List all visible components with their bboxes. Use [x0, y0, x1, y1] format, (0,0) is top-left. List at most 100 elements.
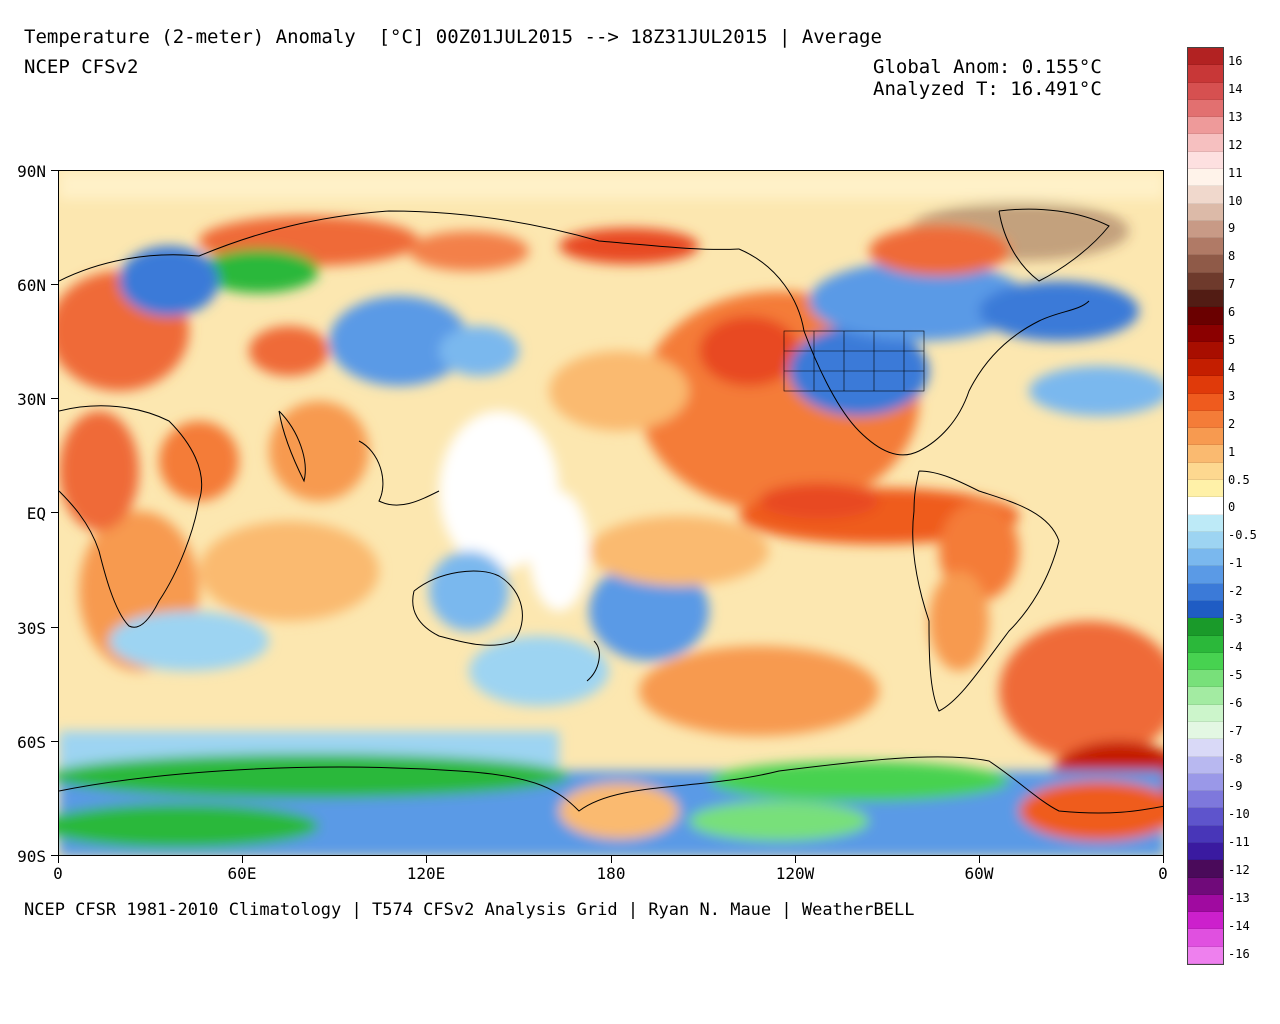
colorbar-swatch [1188, 756, 1223, 774]
colorbar-label: -11 [1228, 835, 1250, 850]
colorbar [1187, 47, 1224, 965]
colorbar-swatch [1188, 48, 1223, 66]
colorbar-label: 2 [1228, 416, 1236, 431]
colorbar-label: -16 [1228, 946, 1250, 961]
colorbar-swatch [1188, 791, 1223, 809]
colorbar-label: 13 [1228, 109, 1243, 124]
colorbar-label: 4 [1228, 360, 1236, 375]
colorbar-swatch [1188, 359, 1223, 377]
colorbar-label: -5 [1228, 667, 1243, 682]
lon-label-120e: 120E [406, 864, 446, 883]
colorbar-swatch [1188, 808, 1223, 826]
lon-label-0-east: 0 [1158, 864, 1168, 883]
colorbar-swatch [1188, 220, 1223, 239]
map-canvas [59, 171, 1163, 855]
chart-title: Temperature (2-meter) Anomaly [°C] 00Z01… [24, 26, 882, 48]
colorbar-swatch [1188, 203, 1223, 221]
lon-label-60e: 60E [227, 864, 257, 883]
colorbar-swatch [1188, 877, 1223, 895]
colorbar-swatch [1188, 842, 1223, 861]
colorbar-swatch [1188, 549, 1223, 567]
lat-tick [51, 855, 59, 856]
lat-tick [51, 627, 59, 628]
colorbar-swatch [1188, 704, 1223, 722]
lon-tick [1163, 855, 1164, 863]
colorbar-label: 3 [1228, 388, 1236, 403]
lat-tick [51, 741, 59, 742]
lat-label-90n: 90N [17, 162, 46, 181]
colorbar-swatch [1188, 912, 1223, 930]
colorbar-label: 0.5 [1228, 472, 1250, 487]
colorbar-swatch [1188, 462, 1223, 481]
colorbar-swatch [1188, 410, 1223, 429]
lon-tick [58, 855, 59, 863]
colorbar-swatch [1188, 946, 1223, 964]
lon-tick [242, 855, 243, 863]
lat-label-60s: 60S [17, 733, 46, 752]
colorbar-swatch [1188, 497, 1223, 515]
colorbar-swatch [1188, 894, 1223, 913]
colorbar-swatch [1188, 307, 1223, 325]
colorbar-label: -14 [1228, 918, 1250, 933]
colorbar-swatch [1188, 99, 1223, 118]
colorbar-swatch [1188, 341, 1223, 360]
colorbar-label: -12 [1228, 863, 1250, 878]
footer-credit: NCEP CFSR 1981-2010 Climatology | T574 C… [24, 900, 915, 920]
colorbar-label: 1 [1228, 444, 1236, 459]
lat-tick [51, 284, 59, 285]
colorbar-label: -3 [1228, 612, 1243, 626]
colorbar-label: 16 [1228, 54, 1243, 68]
colorbar-swatch [1188, 255, 1223, 273]
colorbar-swatch [1188, 566, 1223, 584]
lat-label-60n: 60N [17, 276, 46, 295]
colorbar-label: 8 [1228, 249, 1236, 264]
lat-label-30s: 30S [17, 619, 46, 638]
colorbar-swatch [1188, 531, 1223, 550]
colorbar-swatch [1188, 773, 1223, 792]
lat-tick [51, 512, 59, 513]
colorbar-swatch [1188, 376, 1223, 394]
anomaly-map [58, 170, 1164, 856]
colorbar-label: 9 [1228, 221, 1236, 236]
colorbar-swatch [1188, 583, 1223, 601]
colorbar-label: 12 [1228, 137, 1243, 152]
global-anomaly-value: Global Anom: 0.155°C [873, 56, 1102, 78]
lat-tick [51, 170, 59, 171]
colorbar-label: -9 [1228, 779, 1243, 794]
colorbar-label: 5 [1228, 333, 1236, 347]
colorbar-swatch [1188, 514, 1223, 532]
colorbar-swatch [1188, 134, 1223, 152]
colorbar-label: 0 [1228, 500, 1236, 515]
colorbar-swatch [1188, 82, 1223, 100]
colorbar-swatch [1188, 480, 1223, 498]
lon-label-0: 0 [53, 864, 63, 883]
colorbar-label: -4 [1228, 639, 1243, 654]
colorbar-label: -7 [1228, 723, 1243, 738]
lon-label-180: 180 [596, 864, 626, 883]
colorbar-label: 14 [1228, 81, 1243, 96]
us-state-boundaries [783, 330, 925, 392]
colorbar-swatch [1188, 670, 1223, 688]
colorbar-label: -1 [1228, 556, 1243, 571]
colorbar-swatch [1188, 652, 1223, 671]
colorbar-label: -2 [1228, 584, 1243, 599]
colorbar-swatch [1188, 445, 1223, 463]
colorbar-swatch [1188, 929, 1223, 947]
colorbar-swatch [1188, 186, 1223, 204]
colorbar-swatch [1188, 601, 1223, 619]
lon-tick [611, 855, 612, 863]
colorbar-swatch [1188, 721, 1223, 740]
colorbar-swatch [1188, 289, 1223, 308]
colorbar-swatch [1188, 238, 1223, 256]
lon-label-60w: 60W [964, 864, 994, 883]
colorbar-swatch [1188, 65, 1223, 83]
lon-tick [426, 855, 427, 863]
colorbar-swatch [1188, 272, 1223, 290]
colorbar-swatch [1188, 324, 1223, 342]
colorbar-label: -6 [1228, 695, 1243, 710]
colorbar-label: 10 [1228, 193, 1243, 208]
colorbar-swatch [1188, 687, 1223, 705]
model-label: NCEP CFSv2 [24, 56, 139, 78]
anomaly-field [59, 171, 1163, 855]
colorbar-label: 11 [1228, 165, 1243, 180]
